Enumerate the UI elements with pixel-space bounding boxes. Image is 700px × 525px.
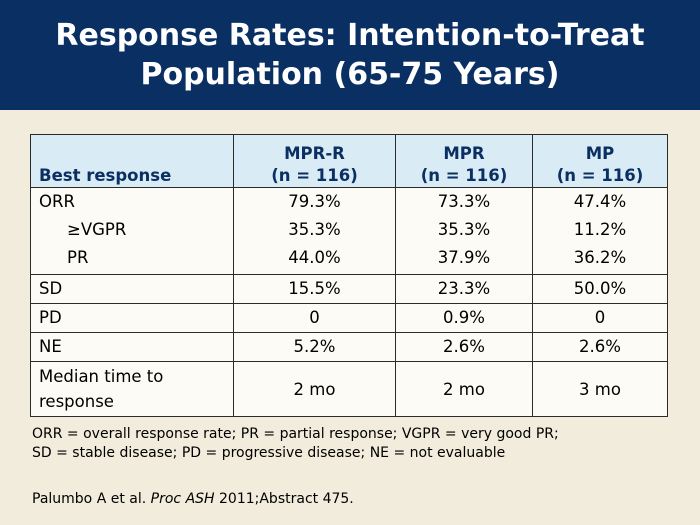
value-sd-mpr-r: 15.5% <box>233 274 396 304</box>
table-row-ne: NE 5.2% 2.6% 2.6% <box>30 332 668 362</box>
value-vgpr-mpr: 35.3% <box>437 220 491 239</box>
row-label-sd: SD <box>30 274 234 304</box>
header-mpr: MPR (n = 116) <box>395 134 533 188</box>
row-label-pr: PR <box>67 248 89 267</box>
abbreviations-footnote: ORR = overall response rate; PR = partia… <box>32 425 672 463</box>
header-mp-n: (n = 116) <box>556 166 644 185</box>
value-vgpr-mp: 11.2% <box>573 220 627 239</box>
value-orr-mpr: 73.3% <box>437 192 491 211</box>
header-mpr-r: MPR-R (n = 116) <box>233 134 396 188</box>
header-mpr-n: (n = 116) <box>420 166 508 185</box>
row-label-orr: ORR <box>39 192 75 211</box>
value-ne-mpr-r: 5.2% <box>233 332 396 362</box>
table-row-median-time: Median time to response 2 mo 2 mo 3 mo <box>30 361 668 417</box>
value-pr-mpr: 37.9% <box>437 248 491 267</box>
slide-title-line-2: Population (65-75 Years) <box>140 57 560 92</box>
value-ne-mp: 2.6% <box>532 332 668 362</box>
response-rates-table: Best response MPR-R (n = 116) MPR (n = 1… <box>30 134 668 417</box>
value-vgpr-mpr-r: 35.3% <box>288 220 341 239</box>
value-orr-mp: 47.4% <box>573 192 627 211</box>
value-ne-mpr: 2.6% <box>395 332 533 362</box>
table-row-pd: PD 0 0.9% 0 <box>30 303 668 333</box>
row-label-ne: NE <box>30 332 234 362</box>
header-mpr-r-n: (n = 116) <box>271 166 358 185</box>
citation: Palumbo A et al. Proc ASH 2011;Abstract … <box>32 490 354 509</box>
cell-mpr-r: 79.3% 35.3% 44.0% <box>233 187 396 275</box>
table-header-row: Best response MPR-R (n = 116) MPR (n = 1… <box>30 134 668 188</box>
value-orr-mpr-r: 79.3% <box>288 192 341 211</box>
cell-mp: 47.4% 11.2% 36.2% <box>532 187 668 275</box>
value-median-mpr: 2 mo <box>395 361 533 417</box>
row-label-pd: PD <box>30 303 234 333</box>
header-mp-name: MP <box>585 144 615 163</box>
value-pd-mpr: 0.9% <box>395 303 533 333</box>
header-mp: MP (n = 116) <box>532 134 668 188</box>
value-median-mp: 3 mo <box>532 361 668 417</box>
value-pd-mp: 0 <box>532 303 668 333</box>
table-row-sd: SD 15.5% 23.3% 50.0% <box>30 274 668 304</box>
citation-authors: Palumbo A et al. <box>32 491 151 507</box>
footnote-line-1: ORR = overall response rate; PR = partia… <box>32 426 559 442</box>
table-row-orr-group: ORR ≥VGPR PR 79.3% 35.3% 44.0% 73.3% 35.… <box>30 187 668 275</box>
row-label-median-line-1: Median time to <box>39 367 164 386</box>
value-sd-mpr: 23.3% <box>395 274 533 304</box>
value-pd-mpr-r: 0 <box>233 303 396 333</box>
header-best-response: Best response <box>30 134 234 188</box>
row-label-median-line-2: response <box>39 392 114 411</box>
cell-mpr: 73.3% 35.3% 37.9% <box>395 187 533 275</box>
row-label-cell: ORR ≥VGPR PR <box>30 187 234 275</box>
value-pr-mp: 36.2% <box>573 248 627 267</box>
row-label-vgpr: ≥VGPR <box>67 220 127 239</box>
row-label-median-time: Median time to response <box>30 361 234 417</box>
citation-rest: 2011;Abstract 475. <box>214 491 354 507</box>
citation-journal: Proc ASH <box>150 491 215 507</box>
slide-title-line-1: Response Rates: Intention-to-Treat <box>55 18 645 53</box>
slide-title: Response Rates: Intention-to-Treat Popul… <box>0 16 700 94</box>
footnote-line-2: SD = stable disease; PD = progressive di… <box>32 445 506 461</box>
header-mpr-name: MPR <box>443 144 485 163</box>
header-mpr-r-name: MPR-R <box>284 144 345 163</box>
value-pr-mpr-r: 44.0% <box>288 248 341 267</box>
value-median-mpr-r: 2 mo <box>233 361 396 417</box>
title-bar: Response Rates: Intention-to-Treat Popul… <box>0 0 700 110</box>
value-sd-mp: 50.0% <box>532 274 668 304</box>
